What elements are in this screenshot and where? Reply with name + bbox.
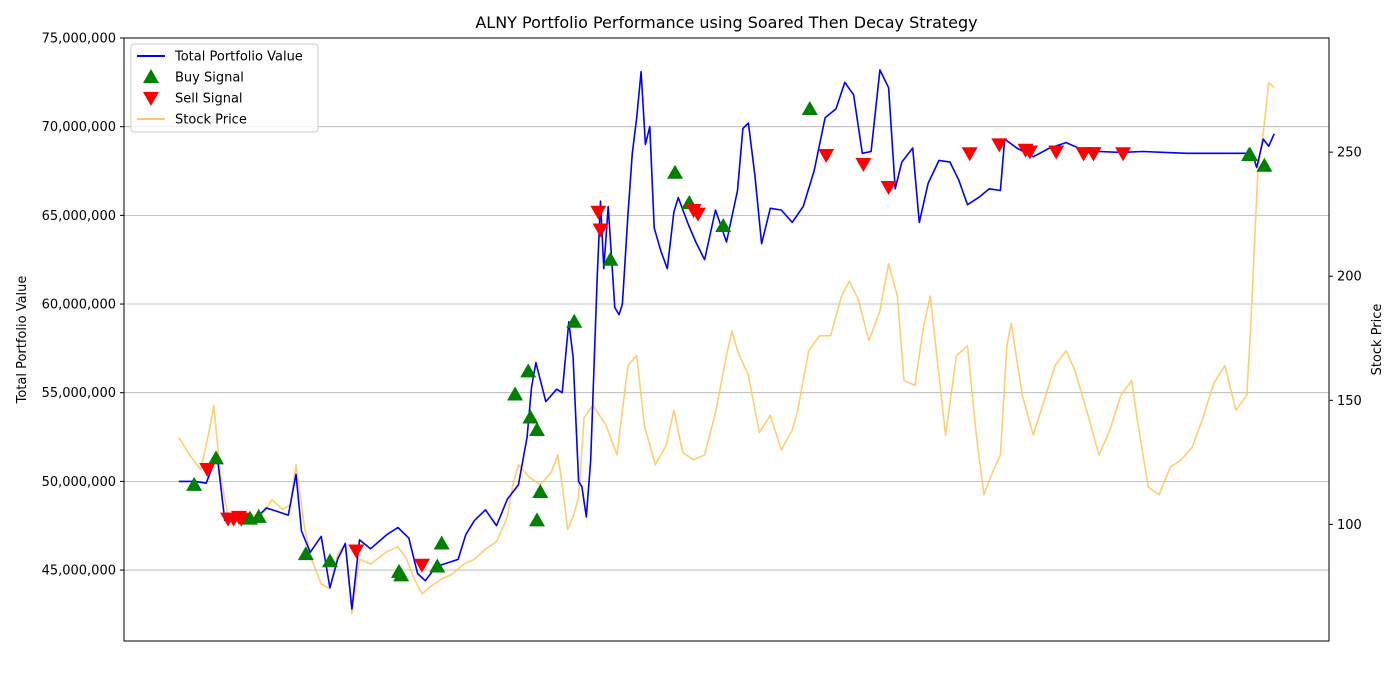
left-tick-label: 70,000,000 (42, 120, 116, 135)
stock-price-series (178, 81, 1275, 615)
left-axis-ticks: 45,000,000 50,000,000 55,000,000 60,000,000… (42, 32, 124, 579)
legend-label: Total Portfolio Value (174, 50, 303, 65)
sell-signal-marker (1115, 147, 1132, 162)
sell-signal-marker (233, 512, 250, 527)
buy-signal-marker (250, 508, 267, 523)
sell-signal-marker (590, 205, 607, 220)
left-tick-label: 55,000,000 (42, 386, 116, 401)
right-axis-ticks: 100 150 200 250 (1329, 146, 1362, 533)
legend-box (130, 43, 319, 133)
sell-signal-marker (855, 157, 872, 172)
buy-signal-marker (522, 409, 539, 424)
buy-signal-markers (186, 100, 1273, 582)
buy-signal-marker (433, 535, 450, 550)
buy-signal-marker (1242, 147, 1259, 162)
sell-signal-marker (880, 180, 897, 195)
legend-label: Stock Price (175, 113, 247, 128)
buy-signal-marker (602, 251, 619, 266)
buy-signal-marker (566, 313, 583, 328)
buy-signal-marker (801, 100, 818, 115)
sell-signal-marker (690, 207, 707, 222)
buy-signal-marker (520, 363, 537, 378)
sell-signal-marker (818, 149, 835, 164)
buy-signal-marker (667, 164, 684, 179)
sell-signal-markers (199, 138, 1132, 573)
buy-signal-marker (507, 386, 524, 401)
stock-price-line (178, 81, 1275, 615)
buy-signal-marker (715, 217, 732, 232)
buy-signal-marker (429, 558, 446, 573)
portfolio-value-line (178, 69, 1275, 610)
sell-signal-marker (961, 147, 978, 162)
right-tick-label: 150 (1337, 394, 1362, 409)
sell-signal-marker (1048, 145, 1065, 160)
legend-swatch (143, 92, 159, 106)
right-tick-label: 250 (1337, 146, 1362, 161)
left-tick-label: 45,000,000 (42, 564, 116, 579)
sell-signal-marker (991, 138, 1008, 153)
buy-signal-marker (321, 553, 338, 568)
left-tick-label: 75,000,000 (42, 32, 116, 47)
buy-signal-marker (208, 450, 225, 465)
sell-signal-marker (199, 462, 216, 477)
sell-signal-marker (413, 558, 430, 573)
buy-signal-marker (532, 484, 549, 499)
right-tick-label: 100 (1337, 518, 1362, 533)
buy-signal-marker (528, 421, 545, 436)
left-axis-label: Total Portfolio Value (15, 276, 30, 405)
left-tick-label: 60,000,000 (42, 298, 116, 313)
sell-signal-marker (1021, 145, 1038, 160)
buy-signal-marker (528, 512, 545, 527)
portfolio-value-series (178, 69, 1275, 610)
sell-signal-marker (1085, 147, 1102, 162)
left-tick-label: 65,000,000 (42, 209, 116, 224)
legend-label: Sell Signal (175, 92, 243, 107)
buy-signal-marker (186, 476, 203, 491)
right-tick-label: 200 (1337, 270, 1362, 285)
legend-label: Buy Signal (175, 71, 244, 86)
chart-title: ALNY Portfolio Performance using Soared … (475, 13, 977, 32)
legend: Total Portfolio Value Buy Signal Sell Sign… (130, 43, 319, 133)
sell-signal-marker (592, 223, 609, 238)
left-tick-label: 50,000,000 (42, 475, 116, 490)
buy-signal-marker (1256, 157, 1273, 172)
buy-signal-marker (393, 567, 410, 582)
buy-signal-marker (297, 546, 314, 561)
legend-swatch (143, 69, 159, 83)
plot-frame (123, 37, 1330, 642)
sell-signal-marker (348, 544, 365, 559)
right-axis-label: Stock Price (1370, 304, 1385, 376)
